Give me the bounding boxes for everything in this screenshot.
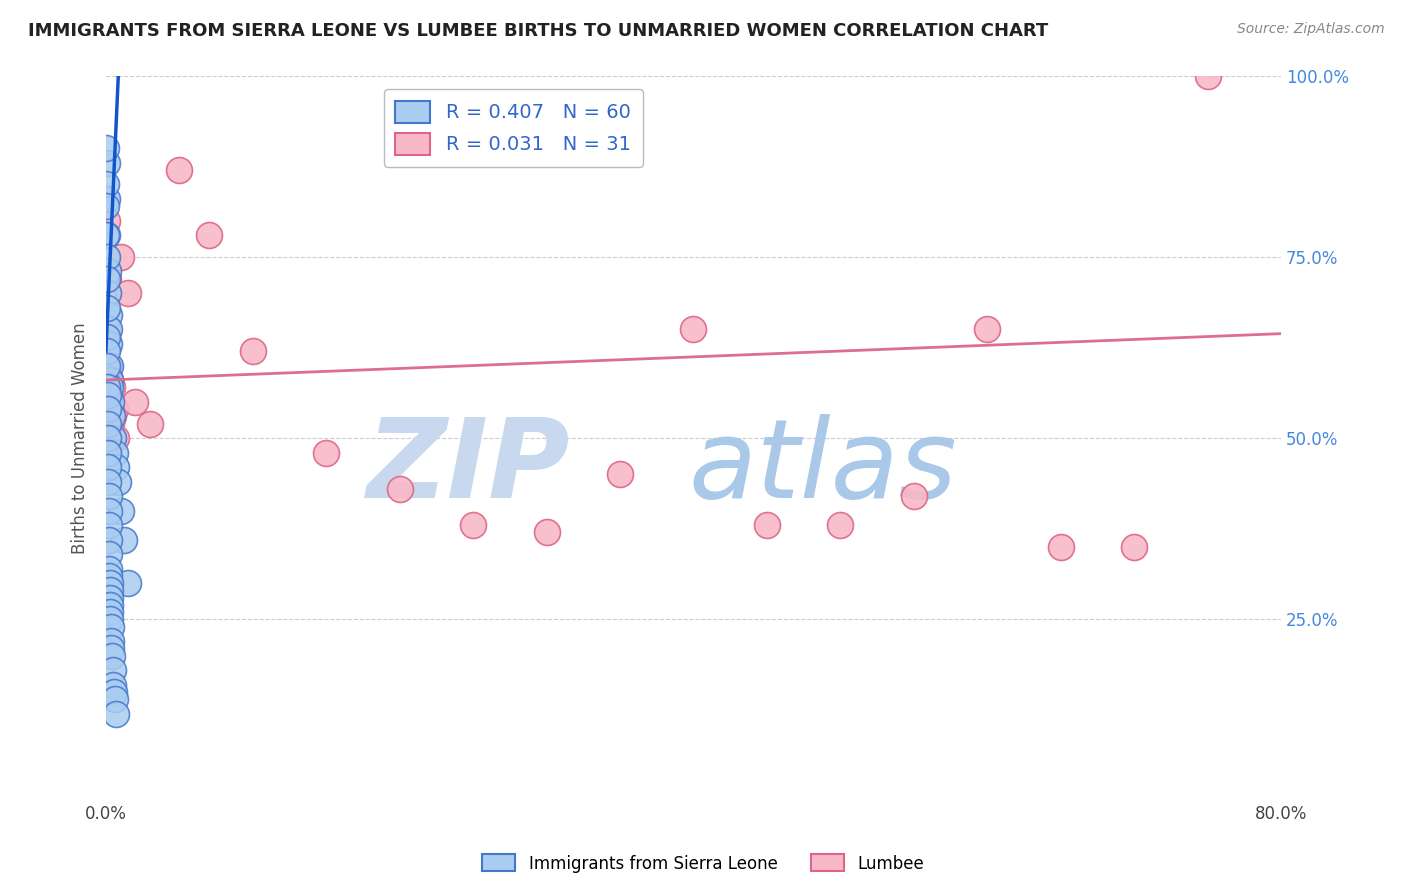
Point: [1049, 540, 1071, 554]
Point: [461, 518, 484, 533]
Point: [388, 482, 411, 496]
Point: [103, 685, 125, 699]
Text: atlas: atlas: [689, 414, 957, 521]
Point: [97, 489, 120, 503]
Point: [124, 394, 146, 409]
Point: [98, 576, 121, 591]
Point: [98, 583, 121, 598]
Point: [97, 503, 120, 517]
Point: [96, 227, 118, 242]
Point: [96, 213, 118, 227]
Legend: R = 0.407   N = 60, R = 0.031   N = 31: R = 0.407 N = 60, R = 0.031 N = 31: [384, 89, 643, 167]
Point: [98, 591, 121, 605]
Point: [105, 431, 128, 445]
Point: [97, 359, 120, 373]
Point: [101, 648, 124, 663]
Point: [117, 576, 139, 591]
Point: [103, 409, 125, 424]
Point: [536, 525, 558, 540]
Point: [96, 271, 118, 285]
Point: [104, 692, 127, 706]
Point: [96, 329, 118, 343]
Point: [197, 227, 219, 242]
Point: [682, 322, 704, 336]
Point: [96, 141, 118, 155]
Point: [98, 373, 121, 387]
Point: [104, 402, 127, 417]
Point: [97, 431, 120, 445]
Text: ZIP: ZIP: [367, 414, 569, 521]
Point: [96, 322, 118, 336]
Legend: Immigrants from Sierra Leone, Lumbee: Immigrants from Sierra Leone, Lumbee: [475, 847, 931, 880]
Point: [98, 359, 121, 373]
Point: [98, 547, 121, 561]
Point: [903, 489, 925, 503]
Point: [96, 227, 118, 242]
Point: [96, 250, 118, 264]
Point: [98, 533, 121, 547]
Point: [110, 250, 132, 264]
Point: [830, 518, 852, 533]
Point: [103, 677, 125, 691]
Point: [96, 301, 118, 315]
Text: Source: ZipAtlas.com: Source: ZipAtlas.com: [1237, 22, 1385, 37]
Point: [96, 199, 118, 213]
Point: [101, 409, 124, 424]
Point: [96, 387, 118, 401]
Point: [97, 402, 120, 417]
Point: [98, 394, 121, 409]
Point: [112, 533, 135, 547]
Point: [96, 344, 118, 359]
Point: [97, 518, 120, 533]
Point: [97, 445, 120, 459]
Point: [96, 359, 118, 373]
Point: [98, 605, 121, 619]
Point: [97, 308, 120, 322]
Point: [755, 518, 778, 533]
Point: [97, 460, 120, 475]
Point: [1123, 540, 1146, 554]
Point: [96, 155, 118, 169]
Point: [105, 460, 128, 475]
Point: [103, 431, 125, 445]
Point: [97, 417, 120, 431]
Point: [98, 569, 121, 583]
Point: [101, 380, 124, 394]
Point: [98, 380, 121, 394]
Point: [98, 598, 121, 612]
Point: [100, 394, 122, 409]
Point: [98, 336, 121, 351]
Point: [98, 561, 121, 575]
Point: [169, 162, 191, 177]
Point: [100, 417, 122, 431]
Point: [98, 373, 121, 387]
Point: [117, 286, 139, 301]
Point: [100, 641, 122, 656]
Point: [104, 445, 127, 459]
Point: [105, 706, 128, 721]
Y-axis label: Births to Unmarried Women: Births to Unmarried Women: [72, 322, 89, 554]
Point: [97, 271, 120, 285]
Point: [976, 322, 998, 336]
Point: [101, 663, 124, 677]
Point: [97, 475, 120, 489]
Point: [100, 619, 122, 633]
Point: [98, 612, 121, 626]
Point: [139, 417, 162, 431]
Point: [96, 380, 118, 394]
Point: [96, 192, 118, 206]
Point: [107, 475, 129, 489]
Point: [110, 503, 132, 517]
Point: [97, 286, 120, 301]
Point: [315, 445, 337, 459]
Point: [97, 322, 120, 336]
Point: [97, 264, 120, 278]
Point: [100, 634, 122, 648]
Text: IMMIGRANTS FROM SIERRA LEONE VS LUMBEE BIRTHS TO UNMARRIED WOMEN CORRELATION CHA: IMMIGRANTS FROM SIERRA LEONE VS LUMBEE B…: [28, 22, 1049, 40]
Point: [242, 344, 264, 359]
Point: [96, 178, 118, 192]
Point: [1197, 69, 1219, 83]
Point: [609, 467, 631, 482]
